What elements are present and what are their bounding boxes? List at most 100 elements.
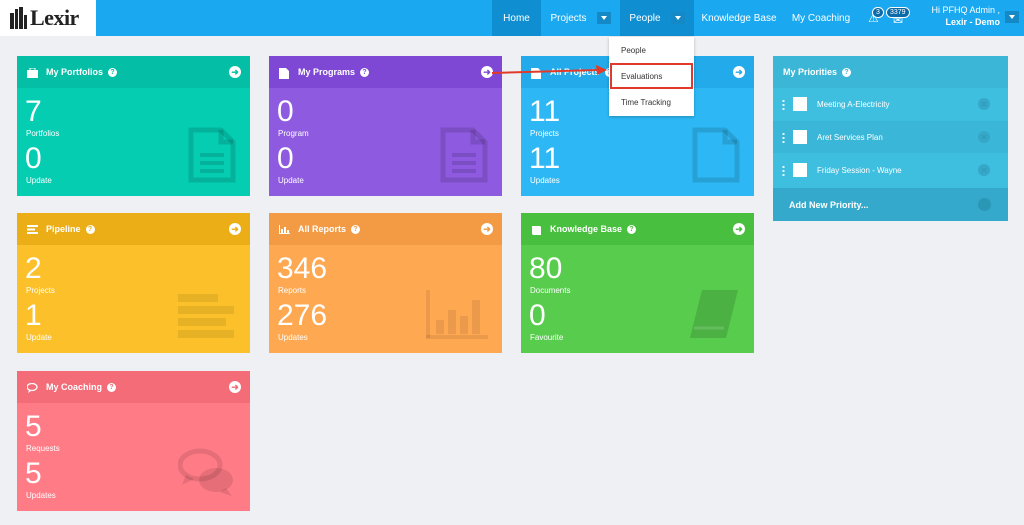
nav-my-coaching[interactable]: My Coaching <box>791 12 851 24</box>
dashboard-card[interactable]: My Portfolios ? ➜ 7 Portfolios 0 Update <box>17 56 250 196</box>
card-primary-value: 11 <box>529 95 561 128</box>
card-secondary-value: 11 <box>529 142 561 175</box>
book-icon <box>686 288 740 345</box>
drag-handle-icon[interactable] <box>782 164 785 176</box>
messages-button[interactable]: ✉ 3379 <box>885 7 915 27</box>
arrow-right-icon[interactable]: ➜ <box>481 223 493 235</box>
help-icon[interactable]: ? <box>842 67 852 77</box>
list-icon <box>27 224 38 234</box>
priority-label: Friday Session - Wayne <box>817 165 902 175</box>
menu-item-time-tracking[interactable]: Time Tracking <box>621 97 671 107</box>
help-icon[interactable]: ? <box>108 67 118 77</box>
priority-item[interactable]: Friday Session - Wayne ✕ <box>773 154 1008 186</box>
arrow-right-icon[interactable]: ➜ <box>733 223 745 235</box>
help-icon[interactable]: ? <box>107 382 117 392</box>
evaluations-highlight-box <box>610 63 693 89</box>
arrow-right-icon[interactable]: ➜ <box>481 66 493 78</box>
arrow-right-icon[interactable]: ➜ <box>229 66 241 78</box>
list-bars-icon <box>178 294 236 345</box>
card-secondary-value: 276 <box>277 299 328 332</box>
help-icon[interactable]: ? <box>627 224 637 234</box>
card-primary-label: Requests <box>26 444 60 453</box>
people-dropdown-menu: People Evaluations Time Tracking <box>609 37 694 116</box>
alerts-count-badge: 3 <box>872 7 884 18</box>
add-priority-button[interactable] <box>978 198 991 211</box>
card-primary-value: 0 <box>277 95 294 128</box>
top-navigation-bar: Lexir Home Projects People Knowledge Bas… <box>0 0 1024 36</box>
dashboard-card[interactable]: Pipeline ? ➜ 2 Projects 1 Update <box>17 213 250 353</box>
arrow-right-icon[interactable]: ➜ <box>229 223 241 235</box>
messages-count-badge: 3379 <box>886 7 910 18</box>
card-primary-label: Portfolios <box>26 129 60 138</box>
add-priority-row[interactable]: Add New Priority... <box>773 188 1008 221</box>
nav-people[interactable]: People <box>620 0 694 36</box>
card-title: My Coaching <box>46 382 103 392</box>
card-secondary-label: Updates <box>278 333 308 342</box>
card-title: Knowledge Base <box>550 224 623 234</box>
dashboard-card[interactable]: My Programs ? ➜ 0 Program 0 Update <box>269 56 502 196</box>
bar-chart-icon <box>279 224 290 234</box>
card-title: Pipeline <box>46 224 81 234</box>
card-primary-value: 346 <box>277 252 328 285</box>
card-primary-value: 7 <box>25 95 42 128</box>
card-primary-label: Program <box>278 129 309 138</box>
card-header: Knowledge Base ? ➜ <box>521 213 754 245</box>
drag-handle-icon[interactable] <box>782 98 785 110</box>
bar-chart-icon <box>426 290 488 345</box>
briefcase-icon <box>27 67 38 78</box>
card-header: My Coaching ? ➜ <box>17 371 250 403</box>
card-header: All Reports ? ➜ <box>269 213 502 245</box>
menu-item-evaluations[interactable]: Evaluations <box>621 71 663 81</box>
user-dropdown-toggle[interactable] <box>1005 11 1019 23</box>
card-primary-value: 2 <box>25 252 42 285</box>
card-header: My Programs ? ➜ <box>269 56 502 88</box>
projects-dropdown-toggle[interactable] <box>596 12 611 24</box>
dashboard-card[interactable]: Knowledge Base ? ➜ 80 Documents 0 Favour… <box>521 213 754 353</box>
dashboard-card[interactable]: All Reports ? ➜ 346 Reports 276 Updates <box>269 213 502 353</box>
book-icon <box>531 225 542 235</box>
card-secondary-value: 1 <box>25 299 42 332</box>
card-secondary-label: Update <box>278 176 304 185</box>
nav-projects[interactable]: Projects <box>541 0 620 36</box>
arrow-right-icon[interactable]: ➜ <box>733 66 745 78</box>
card-primary-label: Documents <box>530 286 571 295</box>
add-priority-label: Add New Priority... <box>789 199 869 210</box>
user-menu[interactable]: Hi PFHQ Admin , Lexir - Demo <box>920 4 1000 28</box>
card-primary-value: 5 <box>25 410 42 443</box>
blank-document-icon <box>692 127 740 188</box>
card-secondary-label: Favourite <box>530 333 564 342</box>
help-icon[interactable]: ? <box>351 224 361 234</box>
help-icon[interactable]: ? <box>85 224 95 234</box>
arrow-right-icon[interactable]: ➜ <box>229 381 241 393</box>
remove-priority-icon[interactable]: ✕ <box>978 98 990 110</box>
help-icon[interactable]: ? <box>360 67 370 77</box>
card-secondary-label: Update <box>26 333 52 342</box>
building-logo-icon <box>10 7 28 29</box>
document-icon <box>188 127 236 188</box>
nav-people-label: People <box>629 12 661 24</box>
nav-knowledge-base[interactable]: Knowledge Base <box>701 12 777 24</box>
priorities-header: My Priorities ? <box>773 56 1008 88</box>
remove-priority-icon[interactable]: ✕ <box>978 164 990 176</box>
priority-checkbox[interactable] <box>793 97 807 111</box>
menu-item-people[interactable]: People <box>621 45 646 55</box>
priority-checkbox[interactable] <box>793 130 807 144</box>
alerts-button[interactable]: ⚠ 3 <box>868 7 888 27</box>
nav-home[interactable]: Home <box>492 0 541 36</box>
priority-item[interactable]: Aret Services Plan ✕ <box>773 121 1008 153</box>
card-title: All Projects <box>550 67 600 77</box>
card-secondary-value: 0 <box>529 299 546 332</box>
document-icon <box>279 67 290 79</box>
dashboard-card[interactable]: My Coaching ? ➜ 5 Requests 5 Updates <box>17 371 250 511</box>
user-greeting: Hi PFHQ Admin , <box>931 5 1000 15</box>
priority-checkbox[interactable] <box>793 163 807 177</box>
card-header: Pipeline ? ➜ <box>17 213 250 245</box>
inbox-icon: ✉ <box>893 13 904 27</box>
people-dropdown-toggle[interactable] <box>670 12 685 24</box>
brand-logo[interactable]: Lexir <box>0 0 96 36</box>
remove-priority-icon[interactable]: ✕ <box>978 131 990 143</box>
drag-handle-icon[interactable] <box>782 131 785 143</box>
card-secondary-label: Updates <box>26 491 56 500</box>
priority-item[interactable]: Meeting A-Electricity ✕ <box>773 88 1008 120</box>
card-secondary-label: Update <box>26 176 52 185</box>
